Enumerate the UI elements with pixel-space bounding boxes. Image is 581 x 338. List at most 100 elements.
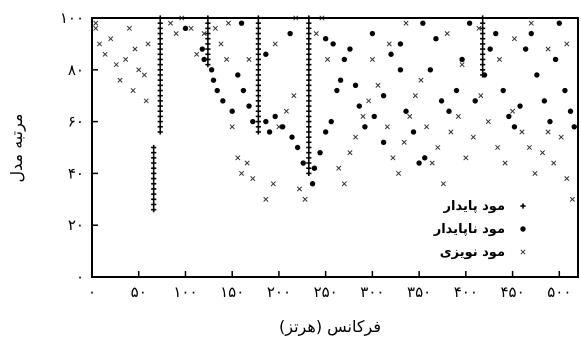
legend-label: مود نویزی — [440, 245, 505, 260]
data-point — [205, 62, 211, 68]
data-point — [224, 56, 230, 62]
data-point — [157, 103, 163, 109]
data-point — [157, 41, 163, 47]
data-point — [306, 103, 312, 109]
data-point — [205, 51, 211, 57]
data-point — [328, 118, 334, 125]
data-point — [157, 87, 163, 94]
plot-frame — [91, 17, 579, 278]
data-point — [369, 56, 375, 62]
data-point — [487, 46, 493, 52]
data-point — [571, 124, 577, 130]
data-point — [218, 41, 224, 47]
data-point — [229, 124, 235, 130]
data-point — [255, 77, 261, 83]
data-point — [416, 160, 422, 166]
data-point — [322, 129, 329, 135]
data-point — [478, 93, 484, 99]
data-point — [396, 170, 402, 176]
x-tick-label: ۴۰۰ — [454, 283, 478, 301]
data-point — [470, 134, 476, 140]
data-point — [250, 176, 256, 182]
data-point — [545, 46, 551, 52]
data-point — [485, 119, 491, 125]
data-point — [143, 98, 149, 104]
data-point — [205, 25, 211, 31]
data-point — [375, 82, 381, 88]
data-point — [390, 155, 396, 161]
data-point — [403, 108, 409, 114]
data-point — [212, 25, 218, 31]
data-point — [440, 181, 446, 187]
x-axis-title: فرکانس (هرتز) — [279, 317, 381, 337]
data-point — [324, 56, 331, 62]
data-point — [255, 46, 261, 52]
data-point — [564, 176, 570, 182]
data-point — [463, 155, 469, 161]
data-point — [506, 113, 512, 120]
data-point — [433, 36, 439, 42]
x-tick-label: ۱۵۰ — [220, 283, 244, 301]
data-point — [352, 82, 359, 89]
data-point — [362, 124, 368, 130]
data-point — [102, 51, 108, 57]
data-point — [205, 36, 211, 42]
series-dot — [182, 20, 577, 187]
data-point — [522, 46, 529, 52]
data-point — [199, 46, 205, 52]
data-point — [369, 30, 376, 37]
data-point — [534, 72, 540, 78]
data-point — [132, 46, 138, 52]
data-point — [429, 160, 435, 166]
data-point — [480, 56, 486, 63]
data-point — [476, 25, 482, 31]
data-point — [205, 20, 211, 26]
data-point — [401, 139, 407, 145]
data-point — [459, 62, 465, 68]
data-point — [194, 51, 200, 57]
data-point — [205, 30, 211, 37]
data-point — [347, 46, 353, 52]
data-point — [306, 30, 312, 37]
data-point — [151, 196, 157, 202]
data-point — [266, 129, 273, 135]
y-tick-label: ۱۰۰ — [60, 9, 84, 27]
data-point — [334, 87, 340, 94]
data-point — [547, 118, 553, 125]
data-point — [208, 67, 215, 73]
data-point — [480, 67, 486, 73]
data-point — [255, 129, 261, 135]
data-point — [306, 165, 312, 171]
data-point — [306, 87, 312, 94]
data-point — [255, 25, 261, 31]
data-point — [448, 129, 454, 135]
data-point — [151, 191, 157, 197]
y-tick-label: ۴۰ — [68, 164, 84, 182]
legend-marker — [520, 226, 526, 232]
data-point — [255, 108, 261, 114]
data-point — [306, 46, 312, 52]
data-point — [306, 144, 312, 151]
data-point — [313, 30, 319, 37]
data-point — [306, 108, 312, 114]
data-point — [126, 25, 132, 31]
data-point — [157, 82, 163, 88]
data-point — [157, 119, 163, 125]
data-point — [157, 20, 163, 26]
data-point — [157, 98, 163, 104]
data-point — [380, 139, 387, 146]
data-point — [157, 62, 163, 68]
data-point — [551, 160, 557, 166]
data-point — [302, 196, 308, 202]
data-point — [528, 30, 534, 37]
data-point — [330, 41, 336, 47]
x-tick-label: ۴۵۰ — [500, 283, 524, 301]
data-point — [511, 124, 518, 130]
data-point — [272, 41, 278, 47]
data-point — [151, 186, 157, 192]
data-point — [151, 201, 157, 208]
data-point — [255, 67, 261, 73]
data-point — [220, 98, 226, 104]
data-point — [157, 67, 163, 73]
data-point — [480, 41, 486, 47]
